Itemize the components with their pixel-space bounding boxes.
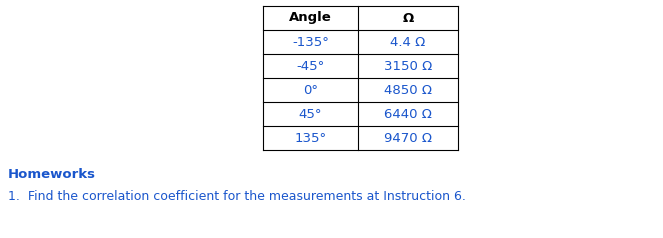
- Text: Homeworks: Homeworks: [8, 168, 96, 181]
- Text: 1.  Find the correlation coefficient for the measurements at Instruction 6.: 1. Find the correlation coefficient for …: [8, 190, 466, 203]
- Text: -45°: -45°: [296, 60, 325, 73]
- Text: 9470 Ω: 9470 Ω: [384, 132, 432, 144]
- Text: -135°: -135°: [292, 35, 329, 49]
- Text: 3150 Ω: 3150 Ω: [384, 60, 432, 73]
- Text: 0°: 0°: [303, 84, 318, 96]
- Text: 135°: 135°: [294, 132, 327, 144]
- Text: Angle: Angle: [289, 11, 332, 25]
- Text: 4.4 Ω: 4.4 Ω: [391, 35, 426, 49]
- Text: 4850 Ω: 4850 Ω: [384, 84, 432, 96]
- Text: 45°: 45°: [299, 108, 322, 120]
- Text: 6440 Ω: 6440 Ω: [384, 108, 432, 120]
- Text: Ω: Ω: [402, 11, 414, 25]
